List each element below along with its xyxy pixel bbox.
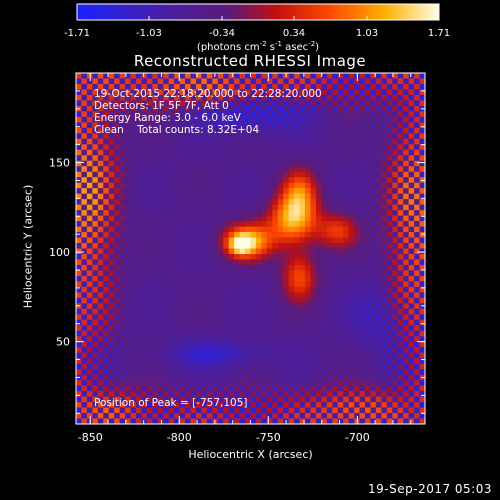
colorbar-tick-label: 1.71 <box>428 28 450 39</box>
x-axis-ticks: -850 -800 -750 -700 <box>78 73 412 444</box>
colorbar-tick-label: 1.03 <box>356 28 378 39</box>
peak-position-label: Position of Peak = [-757,105] <box>94 397 248 409</box>
y-axis-label: Heliocentric Y (arcsec) <box>21 184 35 309</box>
detectors-label: Detectors: 1F 5F 7F, Att 0 <box>94 100 229 112</box>
colorbar-gradient <box>76 3 440 21</box>
y-tick-label: 150 <box>49 157 70 170</box>
colorbar-units-label: (photons cm-2 s-1 asec-2) <box>197 40 319 53</box>
colorbar-svg: -1.71 -1.03 -0.34 0.34 1.03 1.71 (photons cm-… <box>64 3 450 53</box>
image-pixels <box>76 73 425 424</box>
colorbar-tick-label: -0.34 <box>209 28 235 39</box>
colorbar-ticks: -1.71 -1.03 -0.34 0.34 1.03 1.71 <box>64 16 450 39</box>
x-tick-label: -700 <box>345 431 370 444</box>
clean-counts-label: Clean Total counts: 8.32E+04 <box>94 124 260 136</box>
colorbar-tick-label: 0.34 <box>283 28 305 39</box>
colorbar-tick-label: -1.71 <box>64 28 90 39</box>
y-tick-label: 50 <box>56 336 70 349</box>
energy-range-label: Energy Range: 3.0 - 6.0 keV <box>94 112 241 124</box>
x-tick-label: -850 <box>78 431 103 444</box>
y-tick-label: 100 <box>49 246 70 259</box>
time-range-label: 19-Oct-2015 22:18:20.000 to 22:28:20.000 <box>94 88 322 100</box>
y-axis-ticks: 50 100 150 <box>49 90 425 414</box>
plot-title: Reconstructed RHESSI Image <box>133 52 367 70</box>
info-block: 19-Oct-2015 22:18:20.000 to 22:28:20.000… <box>94 88 322 136</box>
x-tick-label: -800 <box>167 431 192 444</box>
footer-timestamp: 19-Sep-2017 05:03 <box>368 482 492 496</box>
x-axis-label: Heliocentric X (arcsec) <box>188 448 313 461</box>
x-tick-label: -750 <box>256 431 281 444</box>
colorbar-tick-label: -1.03 <box>136 28 162 39</box>
